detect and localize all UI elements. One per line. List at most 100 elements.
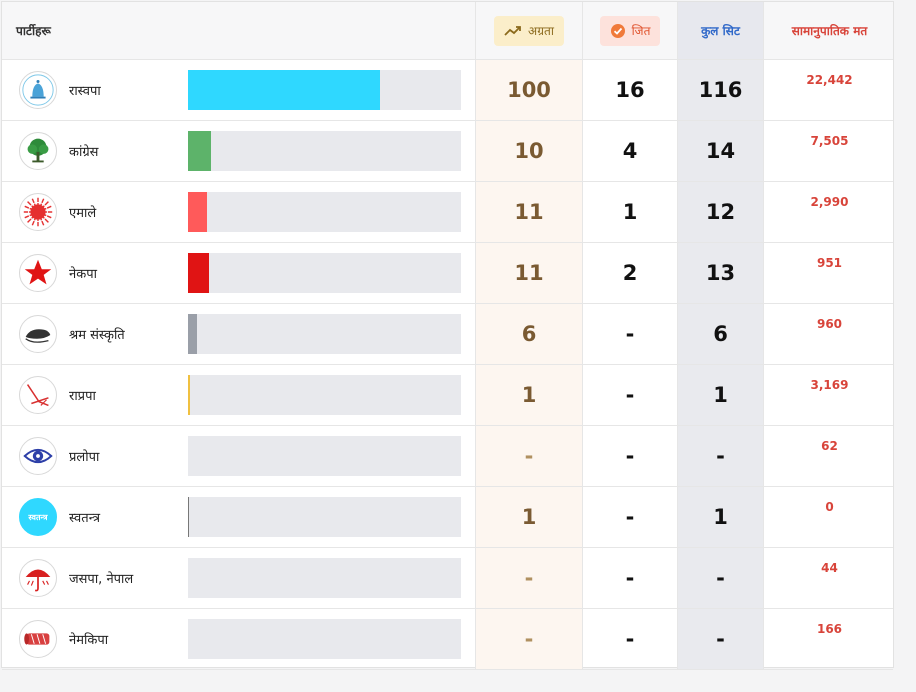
total-cell: 116 [678,60,764,120]
trending-up-icon [504,25,521,36]
party-cell: कांग्रेस [2,121,476,181]
total-cell: 6 [678,304,764,364]
total-seats: 1 [713,383,728,407]
won-cell: 16 [583,60,678,120]
lead-progress-bar [188,192,461,232]
total-seats: 1 [713,505,728,529]
lead-count: 1 [521,505,537,529]
drum-logo [19,620,57,658]
table-row: स्वतन्त्र स्वतन्त्र 1 - 1 0 [2,487,893,548]
total-cell: - [678,609,764,669]
lead-count: - [524,444,534,468]
table-row: कांग्रेस 10 4 14 7,505 [2,121,893,182]
header-prop-cell: सामानुपातिक मत [764,2,895,59]
header-total-label: कुल सिट [701,24,740,38]
proportional-votes: 951 [816,256,843,270]
total-seats: 14 [705,139,736,163]
proportional-votes: 166 [816,622,843,636]
total-cell: 1 [678,365,764,425]
party-name: नेमकिपा [69,633,109,648]
won-count: 1 [622,200,638,224]
eye-logo [19,437,57,475]
party-cell: स्वतन्त्र स्वतन्त्र [2,487,476,547]
table-row: जसपा, नेपाल - - - 44 [2,548,893,609]
lead-cell: 1 [476,365,583,425]
proportional-votes: 3,169 [810,378,849,392]
lead-progress-fill [188,70,380,110]
party-name: रास्वपा [69,84,101,99]
total-seats: 6 [713,322,728,346]
proportional-votes: 2,990 [810,195,849,209]
party-name: नेकपा [69,267,97,282]
lead-count: 11 [514,261,544,285]
star-logo [19,254,57,292]
umbrella-logo [19,559,57,597]
party-name: स्वतन्त्र [69,511,101,526]
prop-cell: 62 [764,426,895,486]
sun-logo [19,193,57,231]
lead-cell: 10 [476,121,583,181]
total-cell: 13 [678,243,764,303]
party-cell: जसपा, नेपाल [2,548,476,608]
lead-progress-bar [188,436,461,476]
table-row: प्रलोपा - - - 62 [2,426,893,487]
won-cell: - [583,609,678,669]
lead-progress-bar [188,497,461,537]
header-won-label: जित [631,24,651,38]
won-count: - [625,444,635,468]
lead-progress-bar [188,131,461,171]
lead-cell: 11 [476,243,583,303]
lead-cell: 6 [476,304,583,364]
total-cell: 14 [678,121,764,181]
party-cell: श्रम संस्कृति [2,304,476,364]
party-cell: राप्रपा [2,365,476,425]
lead-count: 6 [521,322,537,346]
won-cell: 4 [583,121,678,181]
header-total-cell: कुल सिट [678,2,764,59]
party-cell: नेमकिपा [2,609,476,669]
bell-logo [19,71,57,109]
prop-cell: 22,442 [764,60,895,120]
header-lead-cell: अग्रता [476,2,583,59]
lead-count: 10 [514,139,544,163]
lead-progress-bar [188,558,461,598]
table-row: नेकपा 11 2 13 951 [2,243,893,304]
lead-count: 11 [514,200,544,224]
table-row: रास्वपा 100 16 116 22,442 [2,60,893,121]
lead-progress-fill [188,314,197,354]
lead-progress-fill [188,131,211,171]
lead-count: - [524,566,534,590]
total-seats: 116 [698,78,743,102]
proportional-votes: 0 [825,500,834,514]
total-cell: 1 [678,487,764,547]
won-count: - [625,505,635,529]
party-cell: नेकपा [2,243,476,303]
table-row: श्रम संस्कृति 6 - 6 960 [2,304,893,365]
total-seats: 13 [705,261,736,285]
header-party-label: पार्टीहरू [16,24,51,38]
plough-logo [19,376,57,414]
total-cell: - [678,548,764,608]
lead-progress-fill [188,192,208,232]
proportional-votes: 44 [821,561,838,575]
header-won-cell: जित [583,2,678,59]
won-count: - [625,322,635,346]
header-party-cell: पार्टीहरू [2,2,476,59]
header-prop-label: सामानुपातिक मत [791,24,868,38]
lead-pill: अग्रता [494,15,564,46]
won-count: 16 [615,78,645,102]
table-row: नेमकिपा - - - 166 [2,609,893,670]
results-table: पार्टीहरू अग्रता जित कुल सिट सामानुपातिक… [1,1,895,670]
total-seats: - [716,627,725,651]
table-row: एमाले 11 1 12 2,990 [2,182,893,243]
total-cell: 12 [678,182,764,242]
won-count: - [625,627,635,651]
won-cell: - [583,365,678,425]
party-cell: रास्वपा [2,60,476,120]
verified-check-icon [610,23,625,38]
won-count: 4 [622,139,638,163]
hand-logo [19,315,57,353]
won-count: - [625,566,635,590]
table-row: राप्रपा 1 - 1 3,169 [2,365,893,426]
party-cell: प्रलोपा [2,426,476,486]
